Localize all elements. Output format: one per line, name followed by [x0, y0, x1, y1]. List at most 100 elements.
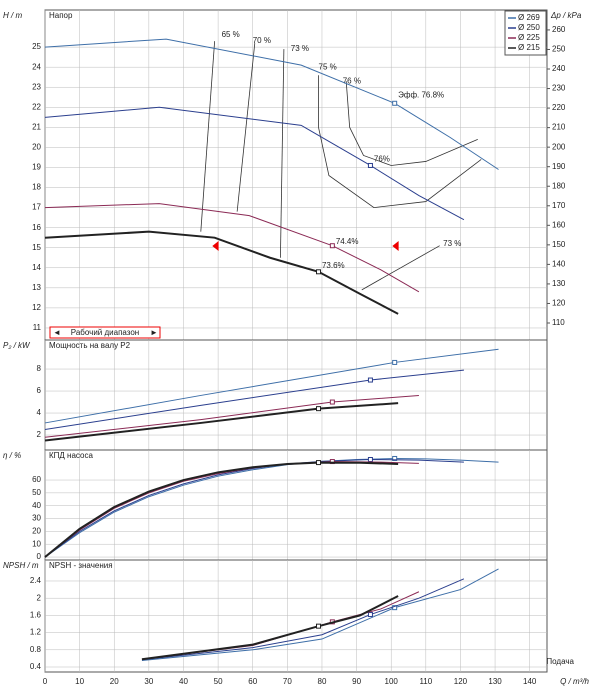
x-tick-label: 50 — [214, 677, 223, 686]
curve — [44, 457, 499, 558]
y2-tick-label: 120 — [552, 299, 566, 308]
y-tick-label: 10 — [32, 539, 41, 548]
operating-point — [329, 243, 335, 249]
range-arrow: ► — [150, 328, 158, 337]
operating-point — [392, 359, 398, 365]
y2-tick-label: 130 — [552, 279, 566, 288]
operating-point — [367, 377, 373, 383]
operating-point — [392, 100, 398, 106]
contour-label: 70 % — [253, 36, 271, 45]
panel — [44, 9, 548, 341]
x-caption: Подача — [546, 657, 574, 666]
y2-tick-label: 240 — [552, 64, 566, 73]
efficiency-contour — [361, 245, 440, 291]
annotation: Эфф. 76.8% — [398, 90, 444, 99]
y-tick-label: 1.2 — [30, 628, 42, 637]
x-tick-label: 140 — [523, 677, 537, 686]
operating-point — [316, 269, 322, 275]
curve — [44, 348, 499, 424]
x-axis-label: Q / m³/h — [560, 677, 589, 686]
y-tick-label: 40 — [32, 501, 41, 510]
curve — [44, 458, 464, 558]
y-tick-label: 0 — [37, 552, 42, 561]
y-tick-label: 12 — [32, 303, 41, 312]
range-marker — [392, 240, 399, 252]
y-axis-label: H / m — [3, 11, 22, 20]
y-tick-label: 15 — [32, 243, 41, 252]
y-tick-label: 60 — [32, 475, 41, 484]
range-label: Рабочий диапазон — [71, 328, 139, 337]
range-box — [49, 326, 161, 339]
panel-title: КПД насоса — [49, 451, 93, 460]
curve — [44, 461, 399, 558]
curve — [44, 106, 465, 221]
operating-point — [316, 623, 322, 629]
y-axis-label: η / % — [3, 451, 21, 460]
curve — [44, 38, 499, 170]
y-tick-label: 0.4 — [30, 662, 42, 671]
contour-label: 73 % — [443, 239, 461, 248]
y2-tick-label: 250 — [552, 45, 566, 54]
efficiency-contour — [200, 41, 216, 232]
y-tick-label: 19 — [32, 163, 41, 172]
x-tick-label: 90 — [352, 677, 361, 686]
annotation: 76% — [374, 155, 390, 164]
y-tick-label: 8 — [37, 364, 42, 373]
panel — [44, 449, 548, 561]
y2-tick-label: 110 — [552, 318, 565, 327]
contour-label: 65 % — [222, 30, 240, 39]
y-tick-label: 14 — [32, 263, 41, 272]
x-tick-label: 0 — [43, 677, 48, 686]
y-tick-label: 30 — [32, 514, 41, 523]
y2-tick-label: 180 — [552, 181, 566, 190]
curve — [141, 578, 465, 661]
curve — [44, 369, 464, 431]
panel-title: Напор — [49, 11, 73, 20]
x-tick-label: 40 — [179, 677, 188, 686]
operating-point — [392, 455, 398, 461]
y2-tick-label: 220 — [552, 103, 566, 112]
operating-point — [392, 605, 398, 611]
y-tick-label: 2.4 — [30, 576, 42, 585]
curve — [44, 402, 399, 442]
y2-tick-label: 210 — [552, 123, 566, 132]
y-tick-label: 18 — [32, 183, 41, 192]
y-axis-label: P₂ / kW — [3, 341, 31, 350]
x-tick-label: 110 — [419, 677, 432, 686]
panel — [44, 559, 548, 673]
operating-point — [316, 460, 322, 466]
y2-tick-label: 150 — [552, 240, 566, 249]
panel-title: NPSH - значения — [49, 561, 113, 570]
x-tick-label: 20 — [110, 677, 119, 686]
y2-tick-label: 160 — [552, 220, 566, 229]
range-marker — [212, 240, 219, 252]
y-tick-label: 17 — [32, 203, 41, 212]
operating-point — [367, 162, 373, 168]
x-tick-label: 60 — [248, 677, 257, 686]
legend-label: Ø 250 — [518, 23, 540, 32]
y-tick-label: 23 — [32, 82, 41, 91]
y-tick-label: 21 — [32, 122, 41, 131]
contour-label: 76 % — [343, 76, 361, 85]
y-tick-label: 2 — [37, 430, 42, 439]
y-tick-label: 20 — [32, 143, 41, 152]
legend-label: Ø 269 — [518, 13, 540, 22]
curve — [44, 230, 399, 315]
x-tick-label: 130 — [488, 677, 502, 686]
x-tick-label: 30 — [144, 677, 153, 686]
y-tick-label: 1.6 — [30, 611, 42, 620]
operating-point — [316, 406, 322, 412]
y2-tick-label: 190 — [552, 162, 566, 171]
y-tick-label: 25 — [32, 42, 41, 51]
panel-title: Мощность на валу P2 — [49, 341, 131, 350]
operating-point — [367, 456, 373, 462]
contour-label: 73 % — [291, 44, 309, 53]
legend-label: Ø 225 — [518, 33, 540, 42]
y2-tick-label: 140 — [552, 259, 566, 268]
panel — [44, 339, 548, 451]
curve — [44, 394, 419, 438]
efficiency-contour — [345, 81, 478, 166]
x-tick-label: 100 — [385, 677, 399, 686]
